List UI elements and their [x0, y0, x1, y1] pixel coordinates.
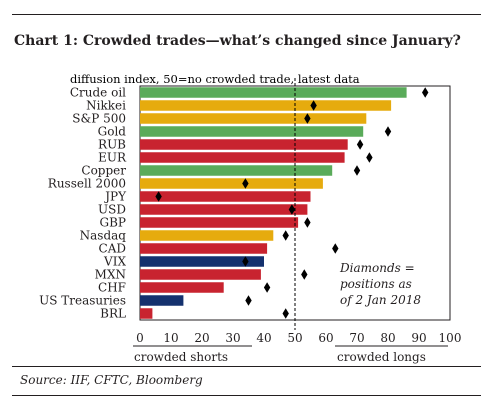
bar-eur [140, 152, 345, 163]
diamond-marker [422, 87, 429, 98]
x-tick-label: 10 [163, 331, 178, 345]
bar-nasdaq [140, 230, 274, 241]
x-tick-label: 30 [225, 331, 240, 345]
category-label: US Treasuries [39, 294, 126, 308]
diamond-marker [282, 230, 289, 241]
category-label: S&P 500 [72, 112, 126, 126]
diamond-marker [356, 139, 364, 150]
bar-rub [140, 139, 348, 150]
bar-copper [140, 165, 333, 176]
category-label: Russell 2000 [48, 177, 126, 191]
bar-usd [140, 204, 308, 215]
diamond-marker [332, 243, 339, 254]
diamond-marker [301, 269, 308, 280]
category-label: CHF [98, 281, 126, 295]
bar-vix [140, 256, 264, 267]
x-tick-label: 90 [411, 331, 426, 345]
diamond-marker [366, 152, 373, 163]
category-label: Crude oil [70, 86, 126, 100]
category-label: JPY [103, 190, 127, 204]
x-tick-label: 80 [380, 331, 395, 345]
x-tick-labels: 0 10 20 30 40 50 60 70 80 90 100 [136, 331, 461, 345]
annotation-line: of 2 Jan 2018 [340, 293, 421, 307]
bar-cad [140, 243, 268, 254]
category-label: EUR [98, 151, 127, 165]
category-label: MXN [95, 268, 126, 282]
category-label: BRL [100, 307, 126, 321]
crowded-shorts-label: crowded shorts [134, 350, 228, 364]
source-note: Source: IIF, CFTC, Bloomberg [20, 373, 203, 387]
category-label: GBP [100, 216, 126, 230]
category-label: Nikkei [86, 99, 126, 113]
diamond-marker [245, 295, 252, 306]
x-tick-label: 20 [194, 331, 209, 345]
diamond-marker [263, 282, 271, 293]
x-tick-label: 100 [439, 331, 462, 345]
bar-crude-oil [140, 87, 407, 98]
diamond-marker [288, 204, 296, 215]
x-tick-label: 60 [318, 331, 333, 345]
bar-brl [140, 308, 153, 319]
chart-title: Chart 1: Crowded trades—what’s changed s… [14, 33, 461, 49]
diamond-marker [310, 100, 317, 111]
x-tick-label: 40 [256, 331, 271, 345]
bar-gbp [140, 217, 299, 228]
bottom-rule [12, 395, 481, 396]
bar-mxn [140, 269, 261, 280]
axis-direction-notes: crowded shorts crowded longs [133, 345, 448, 364]
chart-subtitle: diffusion index, 50=no crowded trade, la… [70, 72, 360, 86]
bar-jpy [140, 191, 311, 202]
bar-us-treasuries [140, 295, 184, 306]
category-label: CAD [99, 242, 126, 256]
plot-area [139, 78, 451, 330]
top-rule [12, 14, 481, 15]
diamond-marker [155, 191, 162, 202]
x-tick-label: 70 [349, 331, 364, 345]
bar-russell-2000 [140, 178, 323, 189]
bar-s-p-500 [140, 113, 367, 124]
category-label: Gold [98, 125, 127, 139]
diamond-marker [304, 113, 311, 124]
x-tick-label: 0 [136, 331, 144, 345]
category-label: Copper [81, 164, 126, 178]
diamond-note: Diamonds = positions as of 2 Jan 2018 [339, 261, 421, 307]
crowded-longs-label: crowded longs [337, 350, 426, 364]
category-label: USD [98, 203, 126, 217]
diamond-marker [304, 217, 311, 228]
category-label: Nasdaq [80, 229, 127, 243]
diamond-marker [282, 308, 289, 319]
annotation-line: positions as [340, 277, 412, 291]
middle-rule [12, 366, 481, 367]
category-label: RUB [98, 138, 126, 152]
bar-nikkei [140, 100, 392, 111]
bar-chf [140, 282, 224, 293]
x-tick-label: 50 [287, 331, 302, 345]
diamond-marker [384, 126, 392, 137]
bar-gold [140, 126, 364, 137]
diamond-marker [353, 165, 361, 176]
diamond-marker [242, 178, 249, 189]
annotation-line: Diamonds = [339, 261, 415, 275]
diamond-marker [242, 256, 249, 267]
category-label: VIX [103, 255, 126, 269]
